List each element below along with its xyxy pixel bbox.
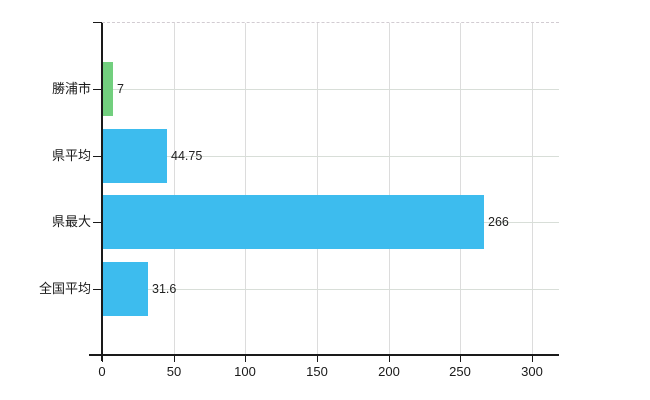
category-label: 県最大 [51,214,91,229]
vertical-gridline [317,23,318,355]
horizontal-gridline [102,156,559,157]
x-axis-tick [389,356,390,362]
bar-value-label: 7 [117,82,124,96]
y-axis-tick [93,156,102,157]
category-label: 全国平均 [38,281,91,296]
y-axis-line [101,23,103,361]
bar-value-label: 31.6 [152,282,177,296]
top-boundary-gridline [102,22,559,23]
bar-value-label: 44.75 [171,149,203,163]
x-axis-tick-label: 300 [521,364,543,379]
horizontal-gridline [102,89,559,90]
y-axis-tick [93,89,102,90]
vertical-gridline [389,23,390,355]
x-axis-tick [245,356,246,362]
y-axis-tick [93,222,102,223]
bar [103,195,484,249]
vertical-gridline [532,23,533,355]
vertical-gridline [245,23,246,355]
bar [103,262,148,316]
x-axis-tick-label: 100 [234,364,256,379]
y-axis-tick [93,289,102,290]
x-axis-tick [174,356,175,362]
x-axis-tick-label: 150 [306,364,328,379]
x-axis-tick-label: 50 [166,364,182,379]
x-axis-tick [532,356,533,362]
x-axis-tick [460,356,461,362]
x-axis-tick-label: 0 [98,364,106,379]
category-label: 県平均 [51,148,91,163]
x-axis-tick-label: 250 [449,364,471,379]
vertical-gridline [460,23,461,355]
x-axis-tick [317,356,318,362]
x-axis-tick-label: 200 [378,364,400,379]
horizontal-gridline [102,289,559,290]
bar [103,129,167,183]
bar-value-label: 266 [488,215,509,229]
vertical-gridline [174,23,175,355]
x-axis-line [89,354,559,356]
category-label: 勝浦市 [51,81,91,96]
bar [103,62,113,116]
x-axis-tick [102,356,103,362]
y-axis-tick [93,22,102,23]
